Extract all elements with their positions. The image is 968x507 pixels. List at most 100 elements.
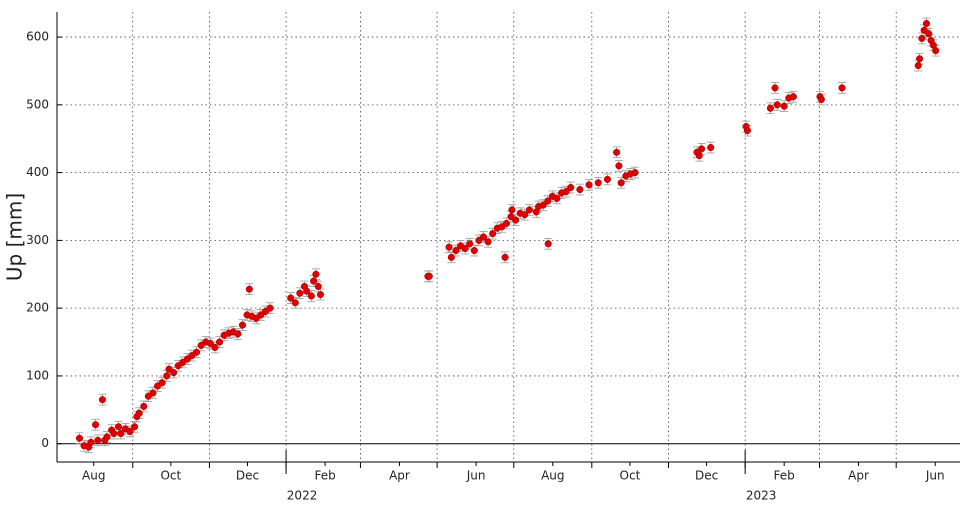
point bbox=[211, 343, 219, 352]
point bbox=[110, 429, 118, 438]
point bbox=[303, 287, 311, 295]
point bbox=[925, 30, 933, 38]
point bbox=[316, 291, 325, 299]
point bbox=[131, 423, 139, 431]
point bbox=[193, 348, 201, 356]
y-tick-label: 400 bbox=[26, 165, 49, 179]
point bbox=[539, 201, 547, 209]
point bbox=[447, 253, 455, 261]
point bbox=[149, 389, 157, 397]
year-label: 2023 bbox=[746, 489, 777, 503]
y-axis-label: Up [mm] bbox=[3, 193, 27, 281]
point bbox=[87, 438, 95, 446]
point bbox=[470, 247, 478, 255]
point bbox=[932, 47, 940, 55]
point bbox=[238, 321, 247, 329]
point bbox=[234, 330, 242, 338]
x-tick-label: Oct bbox=[620, 469, 641, 483]
point bbox=[594, 179, 602, 187]
point bbox=[75, 434, 84, 442]
y-tick-label: 600 bbox=[26, 30, 49, 44]
point bbox=[466, 240, 474, 248]
point bbox=[170, 368, 178, 377]
point bbox=[215, 338, 224, 346]
point bbox=[631, 169, 639, 177]
x-tick-label: Aug bbox=[82, 469, 105, 483]
point bbox=[617, 179, 625, 187]
point bbox=[707, 143, 715, 152]
point bbox=[296, 289, 304, 297]
point bbox=[615, 162, 623, 170]
point bbox=[117, 429, 125, 438]
point bbox=[918, 34, 926, 42]
point bbox=[158, 379, 166, 387]
point bbox=[103, 433, 111, 441]
x-tick-label: Dec bbox=[695, 469, 718, 483]
point bbox=[312, 270, 320, 278]
point bbox=[766, 104, 774, 112]
point bbox=[695, 152, 703, 160]
point bbox=[245, 285, 253, 293]
point bbox=[291, 299, 299, 307]
point bbox=[135, 409, 143, 417]
x-tick-label: Jun bbox=[925, 469, 945, 483]
point bbox=[114, 423, 123, 431]
point bbox=[484, 238, 492, 246]
point bbox=[525, 206, 533, 214]
y-tick-label: 0 bbox=[41, 436, 49, 450]
point bbox=[501, 253, 509, 261]
point bbox=[310, 277, 318, 285]
point bbox=[502, 219, 510, 227]
point bbox=[771, 84, 779, 92]
point bbox=[508, 206, 516, 214]
y-tick-label: 100 bbox=[26, 368, 49, 382]
point bbox=[512, 216, 520, 224]
point bbox=[585, 181, 593, 189]
point bbox=[140, 402, 148, 410]
point bbox=[92, 421, 100, 429]
x-tick-label: Jun bbox=[466, 469, 486, 483]
point bbox=[544, 197, 552, 205]
point bbox=[817, 95, 825, 103]
point bbox=[287, 294, 295, 302]
error-bars bbox=[75, 17, 940, 453]
point bbox=[206, 339, 214, 347]
point bbox=[314, 282, 322, 291]
y-tick-label: 300 bbox=[26, 233, 49, 247]
point bbox=[266, 304, 274, 312]
x-tick-label: Apr bbox=[848, 469, 869, 483]
point bbox=[743, 127, 751, 135]
point bbox=[576, 186, 584, 194]
point bbox=[425, 272, 433, 280]
x-tick-label: Feb bbox=[774, 469, 795, 483]
point bbox=[479, 233, 488, 241]
x-tick-label: Dec bbox=[236, 469, 259, 483]
point bbox=[697, 145, 706, 153]
point bbox=[126, 427, 134, 436]
point bbox=[773, 101, 781, 109]
point bbox=[94, 436, 102, 444]
x-tick-label: Aug bbox=[541, 469, 564, 483]
point bbox=[163, 372, 171, 380]
point bbox=[553, 194, 561, 202]
points bbox=[75, 19, 940, 451]
point bbox=[914, 61, 922, 70]
point bbox=[916, 55, 924, 63]
point bbox=[780, 102, 788, 110]
point bbox=[838, 84, 846, 92]
point bbox=[445, 243, 453, 251]
point bbox=[98, 396, 106, 404]
point bbox=[461, 244, 469, 253]
x-tick-label: Apr bbox=[389, 469, 410, 483]
point bbox=[544, 240, 552, 248]
x-tick-label: Oct bbox=[160, 469, 181, 483]
point bbox=[603, 175, 611, 183]
point bbox=[789, 93, 797, 101]
point bbox=[489, 230, 497, 238]
y-tick-label: 200 bbox=[26, 301, 49, 315]
point bbox=[562, 188, 570, 196]
point bbox=[567, 183, 575, 192]
point bbox=[922, 19, 931, 28]
point bbox=[613, 148, 621, 156]
